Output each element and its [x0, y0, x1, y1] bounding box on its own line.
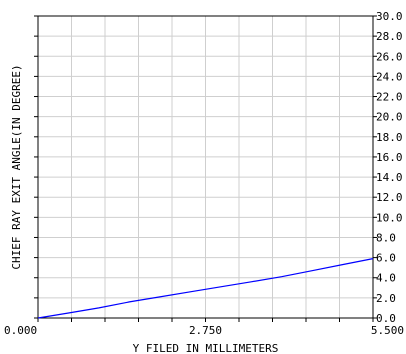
y-tick-labels: 0.0 2.0 4.0 6.0 8.0 10.0 12.0 14.0 16.0 18.0 20.0 2… [376, 10, 403, 325]
y-tick-label: 2.0 [376, 292, 396, 305]
y-tick-label: 4.0 [376, 272, 396, 285]
y-tick-label: 14.0 [376, 171, 403, 184]
y-tick-label: 6.0 [376, 252, 396, 265]
y-tick-label: 26.0 [376, 50, 403, 63]
y-tick-label: 24.0 [376, 70, 403, 83]
x-tick-label: 0.000 [4, 324, 37, 337]
x-tick-label: 5.500 [371, 324, 404, 337]
series-line [37, 258, 374, 319]
y-tick-label: 18.0 [376, 131, 403, 144]
y-tick-label: 28.0 [376, 30, 403, 43]
y-axis-title: CHIEF RAY EXIT ANGLE(IN DEGREE) [10, 64, 23, 269]
grid [38, 16, 373, 318]
x-axis-title: Y FILED IN MILLIMETERS [133, 342, 279, 354]
x-tick-label: 2.750 [189, 324, 222, 337]
y-tick-label: 8.0 [376, 231, 396, 244]
y-tick-label: 12.0 [376, 191, 403, 204]
y-tick-label: 0.0 [376, 312, 396, 325]
y-tick-label: 10.0 [376, 211, 403, 224]
data-series [37, 258, 374, 319]
y-tick-label: 20.0 [376, 111, 403, 124]
y-tick-label: 16.0 [376, 151, 403, 164]
x-tick-labels: 0.000 2.750 5.500 [4, 324, 404, 337]
y-tick-label: 30.0 [376, 10, 403, 23]
axis-ticks [34, 15, 377, 322]
y-tick-label: 22.0 [376, 91, 403, 104]
